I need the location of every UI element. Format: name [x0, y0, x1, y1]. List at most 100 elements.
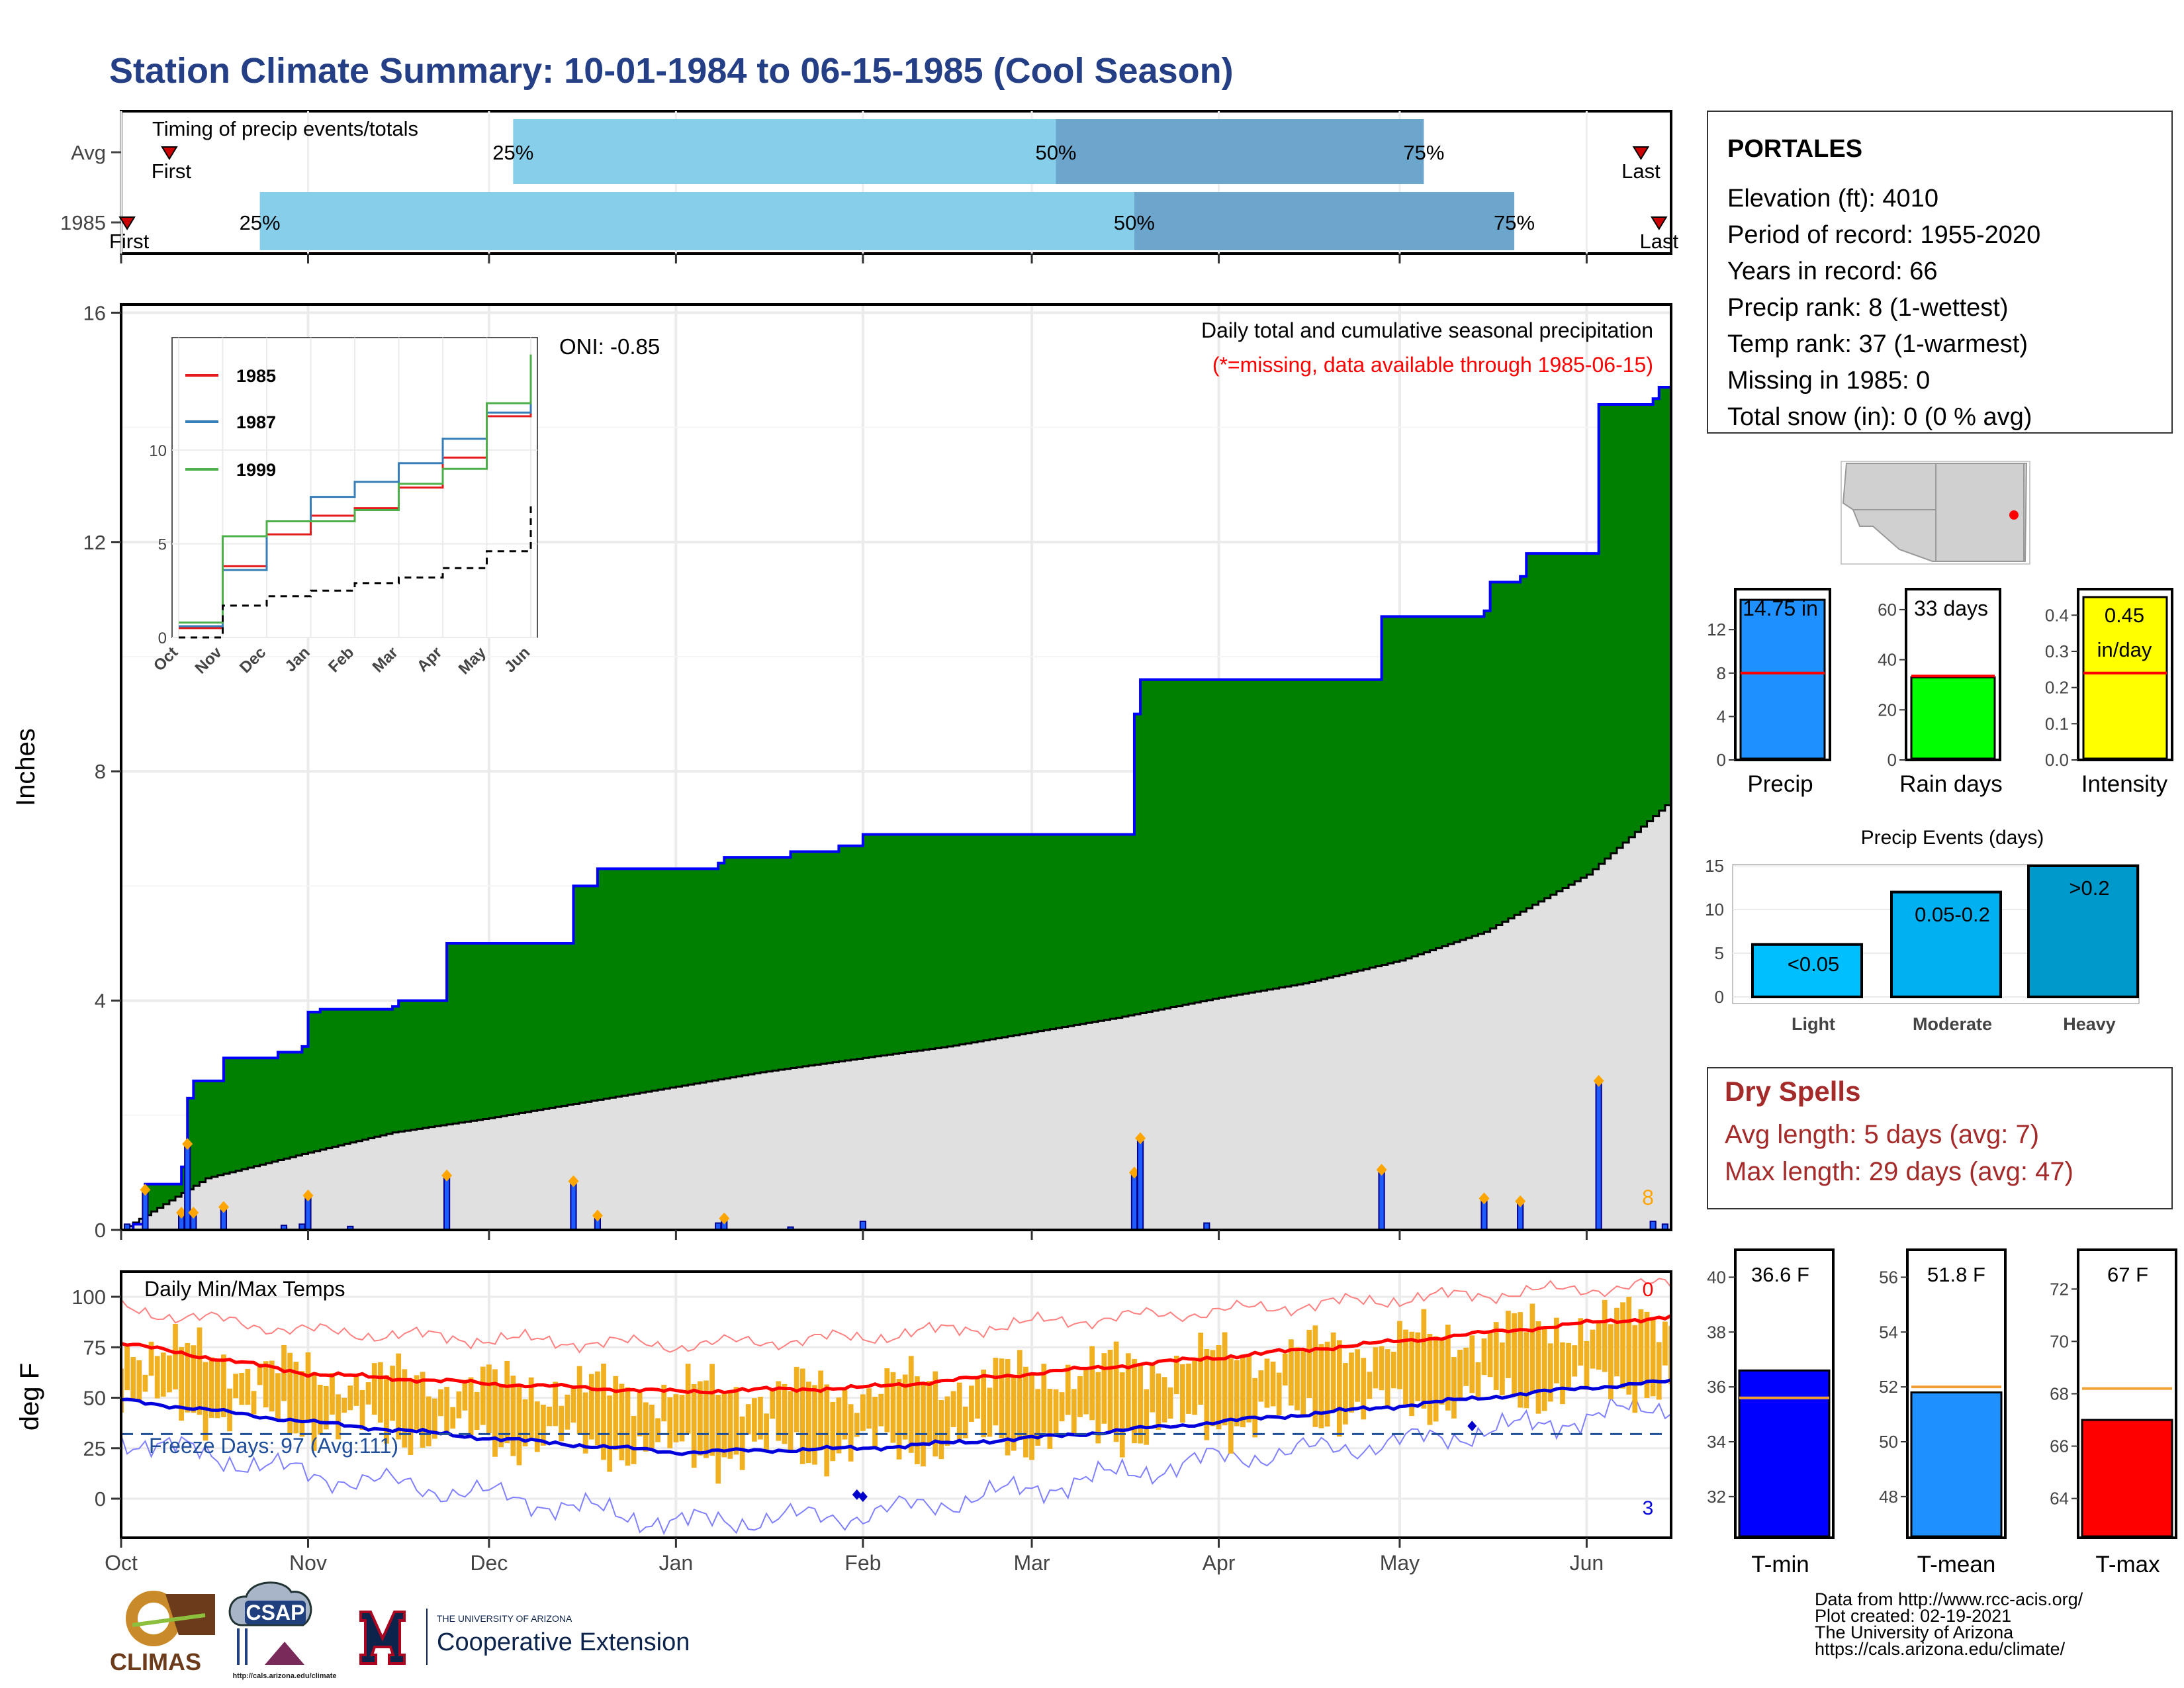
- timing-panel: Timing of precip events/totals Avg 1985 …: [60, 110, 1678, 255]
- events-bar-moderate: [1890, 890, 2002, 998]
- daily-temp-bar: [1252, 1378, 1258, 1438]
- tmean-label: T-mean: [1917, 1552, 1996, 1577]
- daily-temp-bar: [1132, 1358, 1137, 1444]
- daily-temp-bar: [836, 1397, 842, 1454]
- daily-temp-bar: [715, 1395, 721, 1484]
- tmax-tick-label: 72: [2050, 1279, 2069, 1299]
- average-max-temp-line: [121, 1314, 1671, 1395]
- daily-temp-bar: [969, 1385, 974, 1423]
- daily-temp-bar: [456, 1391, 462, 1419]
- daily-temp-bar: [1578, 1318, 1584, 1366]
- daily-temp-bar: [782, 1383, 788, 1444]
- station-period: Period of record: 1955-2020: [1727, 221, 2040, 249]
- timing-avg-pct-label: 25%: [492, 141, 533, 164]
- daily-precip-bar: [1130, 1172, 1138, 1230]
- month-tick-label: Apr: [1203, 1551, 1236, 1575]
- daily-temp-bar: [142, 1374, 148, 1392]
- daily-temp-bar: [384, 1375, 389, 1444]
- timing-avg-q1-bar: [513, 119, 1056, 184]
- daily-temp-bar: [438, 1389, 443, 1417]
- intensity-summary-tick: 0.4: [2045, 605, 2069, 625]
- daily-temp-bar: [733, 1387, 739, 1455]
- daily-temp-bar: [981, 1369, 987, 1438]
- average-min-temp-line: [121, 1378, 1671, 1456]
- daily-temp-bar: [136, 1360, 142, 1403]
- daily-temp-bar: [921, 1383, 926, 1467]
- precip-summary-value: 14.75 in: [1743, 596, 1818, 620]
- tmax-tick-label: 70: [2050, 1331, 2069, 1351]
- daily-temp-bar: [1662, 1321, 1668, 1366]
- daily-temp-bar: [1343, 1363, 1348, 1425]
- temp-y-tick-label: 0: [95, 1487, 106, 1511]
- daily-temp-bar: [317, 1384, 323, 1435]
- daily-temp-bar: [854, 1413, 860, 1437]
- timing-1985-pct-label: 75%: [1494, 211, 1535, 234]
- daily-temp-bar: [432, 1398, 437, 1439]
- daily-temp-bar: [1535, 1321, 1541, 1414]
- average-cumulative-precip-line: [121, 800, 1671, 1230]
- daily-temp-bar: [559, 1405, 565, 1442]
- intensity-summary-tick: 0.2: [2045, 678, 2069, 698]
- inset-series-lines: [179, 354, 532, 639]
- daily-temp-bar: [1150, 1365, 1156, 1413]
- tmax-tick-label: 64: [2050, 1489, 2069, 1509]
- daily-temp-bar: [1047, 1389, 1053, 1449]
- inset-legend: 1985 1987 1999: [185, 366, 276, 480]
- daily-temp-bar: [944, 1396, 950, 1446]
- daily-temp-bar: [1119, 1372, 1125, 1458]
- tmax-tick-label: 68: [2050, 1384, 2069, 1404]
- daily-temp-bar: [1493, 1322, 1499, 1390]
- timing-first-marker: [118, 216, 136, 230]
- daily-temp-bar: [1089, 1346, 1095, 1421]
- daily-temp-bar: [1125, 1353, 1131, 1430]
- daily-temp-bar: [679, 1395, 685, 1442]
- precip-legend-note: (*=missing, data available through 1985-…: [1212, 353, 1653, 377]
- daily-temp-bar: [474, 1391, 480, 1430]
- events-bar-heavy: [2027, 865, 2139, 998]
- daily-temp-bar: [480, 1366, 486, 1425]
- daily-temp-bar: [818, 1370, 823, 1448]
- daily-temp-bar: [1439, 1338, 1445, 1405]
- tmin-value: 36.6 F: [1751, 1263, 1809, 1286]
- daily-temp-bar: [794, 1366, 799, 1432]
- daily-temp-bar: [848, 1404, 854, 1462]
- daily-temp-bar: [173, 1323, 178, 1389]
- daily-temp-bar: [830, 1401, 836, 1462]
- daily-temp-bar: [148, 1341, 154, 1376]
- daily-temp-bar: [130, 1357, 136, 1401]
- precip-legend-title: Daily total and cumulative seasonal prec…: [1201, 318, 1653, 342]
- precip-summary-bar: [1739, 598, 1826, 760]
- precip-y-tick-label: 4: [95, 990, 106, 1013]
- daily-temp-bar: [233, 1374, 239, 1399]
- daily-temp-bar: [576, 1366, 582, 1434]
- footer-url: https://cals.arizona.edu/climate/: [1815, 1639, 2066, 1659]
- heavy-precip-marker: [140, 1184, 151, 1196]
- daily-temp-bar: [1385, 1349, 1390, 1407]
- daily-temp-bar: [1529, 1303, 1535, 1392]
- heavy-precip-marker: [182, 1138, 193, 1150]
- rain-days-summary-tick: 60: [1878, 600, 1897, 620]
- daily-temp-bar: [1295, 1347, 1300, 1411]
- daily-temp-bar: [1228, 1358, 1234, 1454]
- daily-temp-bar: [595, 1371, 600, 1446]
- daily-temp-bar: [1541, 1327, 1547, 1411]
- precip-y-axis-label: Inches: [11, 728, 40, 806]
- daily-temp-bar: [1379, 1346, 1385, 1391]
- daily-temp-bar: [1614, 1307, 1619, 1377]
- daily-temp-bar: [402, 1369, 408, 1448]
- daily-temp-bar: [1161, 1377, 1167, 1423]
- daily-temp-bar: [154, 1356, 160, 1399]
- tmin-tick-label: 40: [1707, 1267, 1726, 1287]
- daily-temp-bar: [637, 1390, 643, 1436]
- daily-temp-bar: [1222, 1332, 1228, 1426]
- heavy-precip-marker: [1479, 1192, 1490, 1205]
- rain-days-summary-bar: [1910, 676, 1996, 760]
- rain-days-summary-tick: 40: [1878, 650, 1897, 670]
- daily-temp-bar: [444, 1387, 449, 1435]
- record-high-line: [121, 1278, 1671, 1354]
- dry-spells-title: Dry Spells: [1725, 1076, 1860, 1107]
- hot-count-label: 0: [1643, 1279, 1654, 1301]
- tmax-bar: [2081, 1419, 2173, 1538]
- tmean-tick-label: 56: [1879, 1267, 1898, 1287]
- daily-temp-bar: [498, 1384, 504, 1448]
